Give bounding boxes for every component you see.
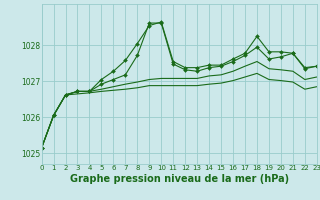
X-axis label: Graphe pression niveau de la mer (hPa): Graphe pression niveau de la mer (hPa) — [70, 174, 289, 184]
